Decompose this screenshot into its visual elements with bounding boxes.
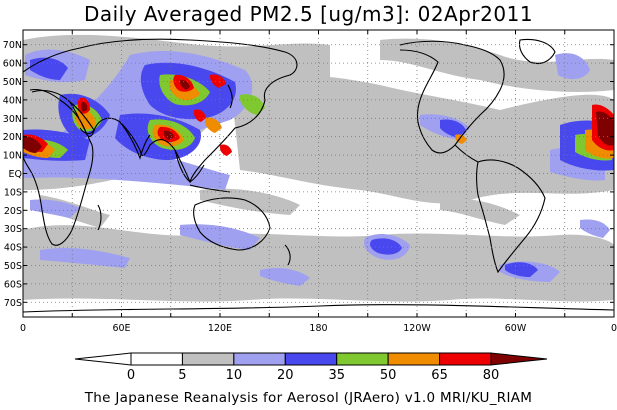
lon-label: 60E xyxy=(112,323,130,334)
lat-label: 70N xyxy=(3,40,22,51)
legend-level-label: 80 xyxy=(483,368,500,383)
legend-level-label: 5 xyxy=(178,368,186,383)
coast-new-zealand xyxy=(284,244,291,266)
lon-label: 120W xyxy=(403,323,431,334)
pm25-map: 70N 60N 50N 40N 30N 20N 10N EQ 10S 20S 30S 40S 50S 60… xyxy=(3,29,617,334)
lat-label: 10N xyxy=(3,151,22,162)
lat-label: 50N xyxy=(3,77,22,88)
legend-box xyxy=(181,352,235,366)
lon-label: 180 xyxy=(309,323,327,334)
legend-color-boxes xyxy=(74,352,548,366)
coast-india xyxy=(119,121,151,160)
lat-label: 70S xyxy=(4,298,22,309)
coast-japan xyxy=(227,84,233,109)
coast-indonesia xyxy=(189,184,231,193)
legend-arrow-high xyxy=(490,352,548,366)
legend-box xyxy=(387,352,441,366)
credit-line: The Japanese Reanalysis for Aerosol (JRA… xyxy=(84,390,533,406)
lat-label: 10S xyxy=(4,187,22,198)
coast-north-america xyxy=(399,40,505,154)
coast-greenland xyxy=(518,38,556,65)
coast-antarctica xyxy=(23,304,614,313)
coast-europe-asia xyxy=(23,38,298,183)
coast-madagascar xyxy=(97,204,102,231)
lat-label: 60S xyxy=(4,279,22,290)
lat-label: EQ xyxy=(9,169,22,180)
coastlines xyxy=(23,38,614,313)
lon-label: 0 xyxy=(611,323,617,334)
lat-label: 30N xyxy=(3,114,22,125)
legend-box xyxy=(439,352,492,366)
lat-label: 60N xyxy=(3,59,22,70)
legend-level-label: 0 xyxy=(127,368,135,383)
lat-label: 30S xyxy=(4,224,22,235)
lat-label: 20S xyxy=(4,206,22,217)
legend-arrow-low xyxy=(74,352,132,366)
legend-level-label: 50 xyxy=(380,368,397,383)
coast-australia xyxy=(193,197,271,251)
legend-level-label: 20 xyxy=(277,368,294,383)
lat-label: 40N xyxy=(3,95,22,106)
pm25-level-above-80 xyxy=(23,79,614,153)
longitude-labels: 0 60E 120E 180 120W 60W 0 xyxy=(20,323,617,334)
lon-label: 120E xyxy=(208,323,232,334)
lon-label: 0 xyxy=(20,323,26,334)
axis-ticks xyxy=(23,30,614,317)
latitude-labels: 70N 60N 50N 40N 30N 20N 10N EQ 10S 20S 30S 40S 50S 60… xyxy=(3,40,22,309)
graticule xyxy=(23,30,614,317)
coast-southeast-asia xyxy=(174,149,205,183)
legend-level-label: 65 xyxy=(431,368,448,383)
coast-arabia xyxy=(69,101,95,135)
legend-box xyxy=(336,352,389,366)
map-title: Daily Averaged PM2.5 [ug/m3]: 02Apr2011 xyxy=(83,2,534,26)
lon-label: 60W xyxy=(505,323,527,334)
color-legend: 0 5 10 20 35 50 65 80 xyxy=(74,352,548,383)
legend-labels: 0 5 10 20 35 50 65 80 xyxy=(127,368,499,383)
lat-label: 20N xyxy=(3,132,22,143)
legend-box xyxy=(233,352,286,366)
legend-level-label: 10 xyxy=(226,368,243,383)
legend-box xyxy=(284,352,338,366)
lat-label: 50S xyxy=(4,261,22,272)
legend-box xyxy=(130,352,183,366)
coast-south-america xyxy=(475,159,546,274)
legend-level-label: 35 xyxy=(328,368,345,383)
lat-label: 40S xyxy=(4,243,22,254)
